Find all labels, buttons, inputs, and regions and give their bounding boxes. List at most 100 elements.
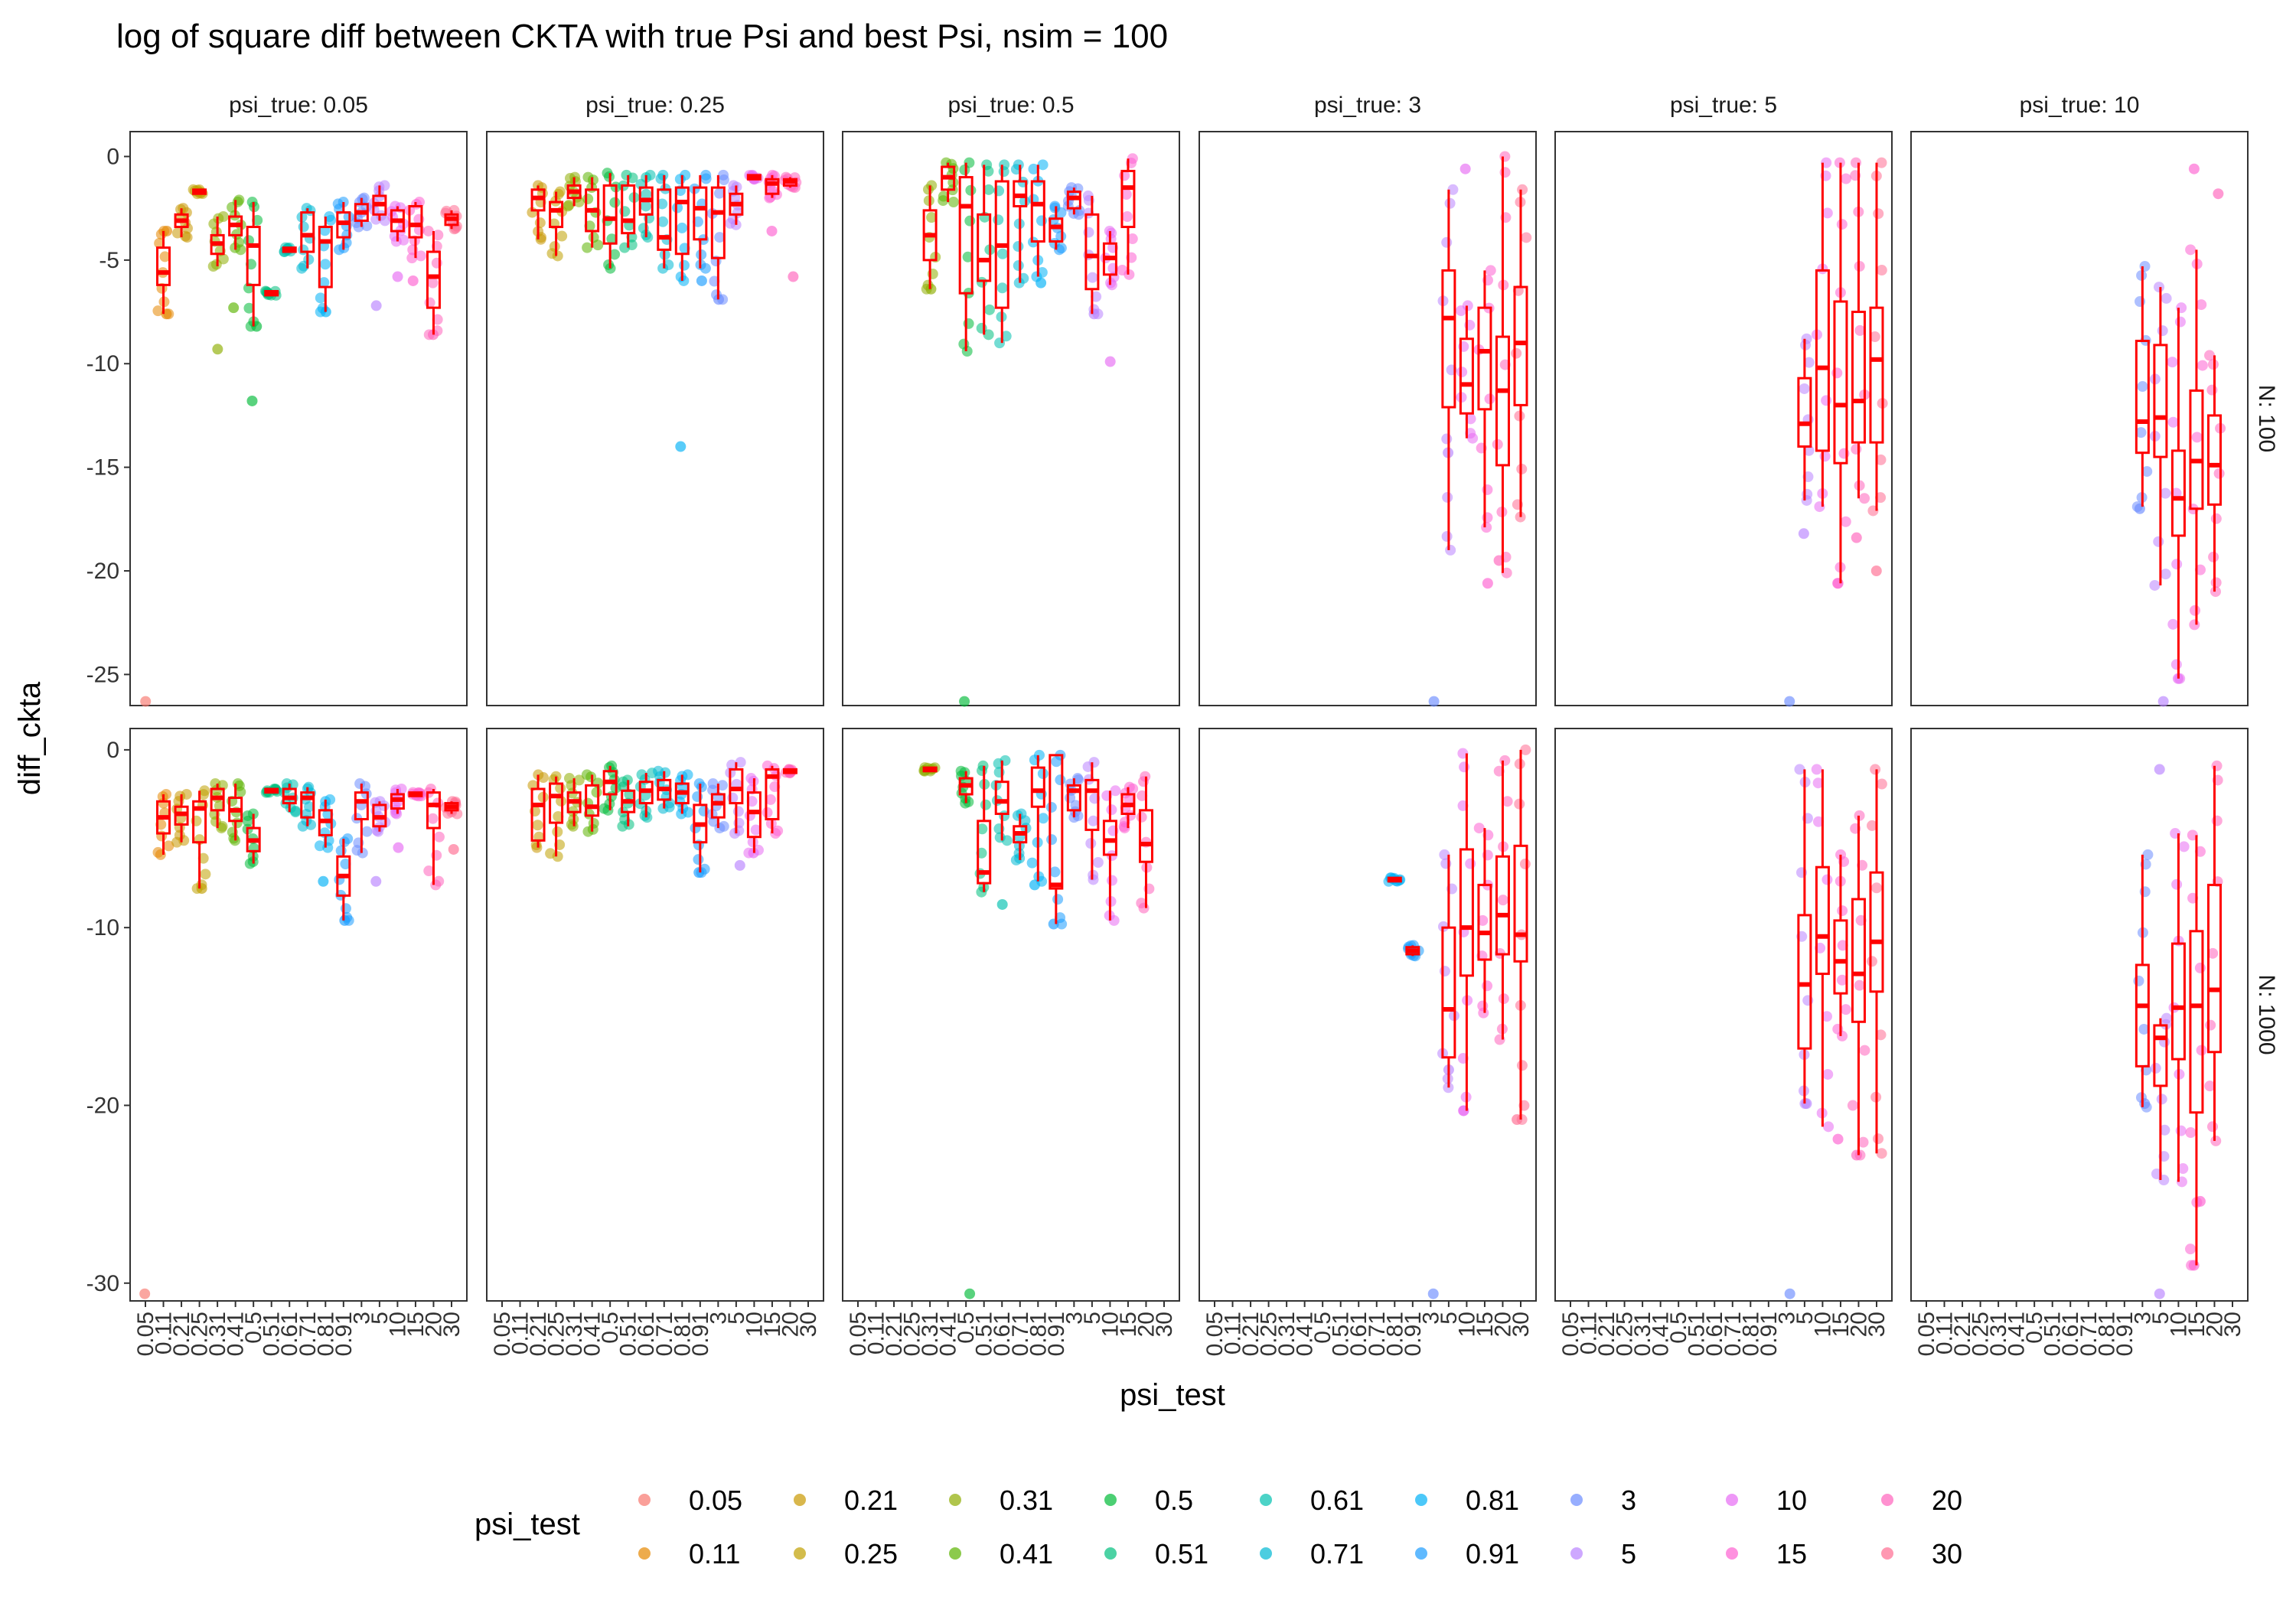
data-point — [582, 242, 593, 253]
data-point — [210, 778, 221, 790]
box-body — [958, 176, 974, 295]
box-body — [1477, 883, 1492, 961]
data-point — [983, 304, 995, 315]
data-point — [2142, 849, 2154, 860]
data-point — [1441, 236, 1453, 248]
data-point — [2139, 260, 2151, 272]
box — [1405, 945, 1420, 957]
data-point — [653, 765, 664, 777]
data-point — [1847, 1100, 1858, 1111]
outlier-point — [2139, 1098, 2151, 1110]
box-body — [1495, 855, 1510, 956]
y-tick-label: -25 — [86, 662, 119, 687]
box — [1102, 790, 1117, 921]
data-point — [1019, 195, 1030, 207]
box — [1815, 769, 1830, 1127]
data-point — [976, 322, 987, 334]
x-tick-label: 0.21 — [1238, 1312, 1264, 1356]
data-point — [663, 259, 674, 271]
x-tick-label: 0.51 — [1329, 1312, 1354, 1356]
chart-title: log of square diff between CKTA with tru… — [116, 18, 1168, 55]
x-tick-label: 10 — [1097, 1312, 1123, 1337]
data-point — [588, 232, 599, 243]
data-point — [1840, 516, 1851, 527]
data-point — [2206, 1121, 2218, 1133]
x-tick-label: 0.21 — [169, 1312, 194, 1356]
box-body — [318, 226, 333, 288]
outlier-point — [996, 898, 1008, 910]
x-tick-label: 0.91 — [1756, 1312, 1782, 1356]
x-tick-label: 0.25 — [900, 1312, 925, 1356]
data-point — [2194, 962, 2206, 973]
x-tick-label: 0.71 — [1365, 1312, 1390, 1356]
facet-panel — [842, 728, 1180, 1302]
box — [1030, 755, 1045, 882]
data-point — [958, 338, 970, 350]
data-point — [1499, 151, 1511, 162]
data-point — [2156, 1094, 2167, 1105]
data-point — [999, 159, 1010, 171]
box — [372, 185, 387, 221]
x-tick-label: 30 — [2220, 1312, 2245, 1337]
data-point — [1136, 898, 1147, 909]
box-body — [1441, 926, 1456, 1059]
data-point — [1052, 894, 1064, 905]
box — [156, 794, 171, 855]
data-point — [2153, 536, 2164, 547]
box-body — [2170, 449, 2186, 537]
legend-item: 0.71 — [1260, 1538, 1364, 1570]
box — [1120, 158, 1136, 275]
x-tick-label: 0.05 — [490, 1312, 515, 1356]
box — [282, 784, 297, 813]
box-body — [1441, 269, 1456, 409]
box — [426, 788, 441, 885]
x-tick-label: 0.11 — [864, 1312, 889, 1354]
data-point — [735, 757, 746, 768]
legend-item: 0.25 — [794, 1538, 898, 1570]
data-point — [640, 200, 651, 212]
legend-item: 3 — [1570, 1485, 1636, 1516]
data-point — [2210, 577, 2222, 588]
data-point — [997, 248, 1009, 259]
box — [1495, 760, 1510, 1040]
box — [977, 765, 992, 892]
data-point — [1866, 956, 1877, 967]
outlier-point — [407, 275, 419, 286]
outlier-point — [734, 859, 745, 871]
box — [1797, 769, 1812, 1104]
facet-strip-label: psi_true: 10 — [2020, 93, 2140, 118]
data-point — [1091, 291, 1102, 302]
box — [2170, 308, 2186, 679]
legend-swatch — [794, 1494, 806, 1506]
x-tick-label: 0.11 — [152, 1312, 177, 1354]
legend-label: 3 — [1621, 1485, 1636, 1516]
x-tick-label: 3 — [706, 1312, 731, 1325]
x-tick-label: 15 — [760, 1312, 785, 1337]
box — [710, 784, 726, 829]
data-point — [243, 235, 255, 246]
x-tick-label: 0.5 — [1666, 1312, 1691, 1344]
box — [192, 188, 207, 195]
x-tick-label: 0.5 — [241, 1312, 266, 1344]
data-point — [1837, 940, 1848, 951]
legend-item: 0.11 — [638, 1538, 740, 1570]
data-point — [1033, 749, 1045, 761]
x-tick-label: 0.25 — [1257, 1312, 1282, 1356]
outlier-point — [448, 843, 459, 855]
data-point — [1013, 159, 1024, 171]
outlier-point — [2154, 1288, 2165, 1299]
data-point — [588, 817, 599, 829]
data-point — [2190, 605, 2201, 616]
box — [1013, 165, 1028, 283]
outlier-point — [370, 300, 382, 311]
data-point — [171, 227, 183, 239]
data-point — [1070, 800, 1081, 811]
box — [958, 162, 974, 352]
data-point — [1000, 331, 1012, 342]
data-point — [1521, 232, 1532, 243]
x-tick-label: 0.05 — [1558, 1312, 1583, 1356]
x-tick-label: 0.81 — [2094, 1312, 2119, 1356]
y-tick-label: -20 — [86, 1093, 119, 1118]
box — [246, 202, 261, 327]
legend-label: 0.31 — [1000, 1485, 1053, 1516]
